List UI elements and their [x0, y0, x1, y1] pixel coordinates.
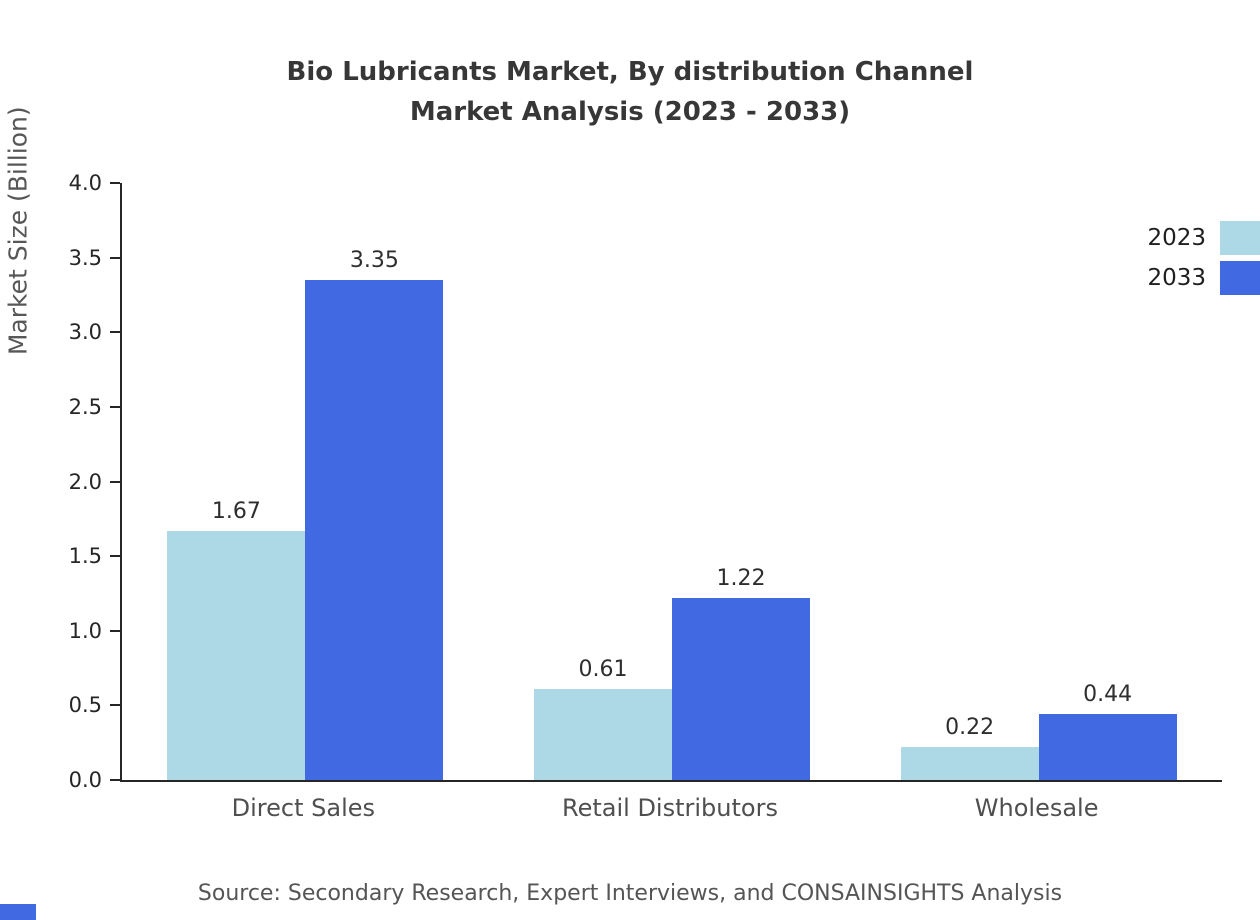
x-axis-category-label: Wholesale — [974, 794, 1099, 822]
bar-wrap: 0.44 — [1038, 183, 1177, 780]
bar-value-label: 0.44 — [1083, 682, 1133, 708]
y-tick-mark — [110, 629, 120, 632]
plot-area: 0.0 0.5 1.0 1.5 2.0 2.5 3.0 3.5 4.0 1.67 3.35 0.61… — [69, 171, 1222, 792]
bars-container: 1.67 3.35 0.61 1.22 0.22 0.44 — [122, 183, 1222, 780]
y-tick-mark — [110, 779, 120, 781]
y-axis-label: Market Size (Billion) — [3, 106, 33, 356]
y-tick-mark — [110, 480, 120, 483]
chart-title-line2: Market Analysis (2023 - 2033) — [409, 97, 851, 128]
bar-group: 0.61 1.22 — [533, 183, 810, 780]
bar-value-label: 1.67 — [211, 498, 261, 524]
chart-title: Bio Lubricants Market, By distribution C… — [0, 52, 1260, 133]
bar-wrap: 1.67 — [167, 183, 306, 780]
bar-wrap: 0.22 — [900, 183, 1039, 780]
x-axis-category-label: Retail Distributors — [562, 794, 778, 822]
bar-value-label: 1.22 — [716, 565, 766, 591]
bar-2033 — [1038, 714, 1177, 780]
y-tick-mark — [110, 256, 120, 259]
y-tick-label: 2.0 — [68, 469, 102, 494]
y-tick-mark — [110, 182, 120, 184]
y-tick-mark — [110, 331, 120, 334]
y-tick-label: 1.5 — [68, 544, 102, 569]
bar-value-label: 0.22 — [945, 715, 995, 741]
source-note: Source: Secondary Research, Expert Inter… — [197, 881, 1063, 906]
legend-swatch — [1220, 221, 1260, 255]
legend-item: 2023 — [1147, 218, 1260, 258]
x-axis-labels: Direct Sales Retail Distributors Wholesale — [120, 794, 1220, 822]
corner-accent-mark — [0, 904, 36, 920]
y-tick-label: 0.0 — [68, 768, 102, 792]
bar-2023 — [533, 688, 672, 780]
bar-group: 0.22 0.44 — [900, 183, 1177, 780]
bar-2023 — [167, 530, 306, 780]
bar-value-label: 0.61 — [578, 656, 628, 682]
legend-label: 2033 — [1147, 265, 1206, 291]
bar-2023 — [900, 747, 1039, 780]
legend-swatch — [1220, 261, 1260, 295]
y-tick-label: 1.0 — [68, 618, 102, 643]
legend-item: 2033 — [1147, 258, 1260, 298]
y-tick-label: 3.0 — [68, 320, 102, 345]
bar-group: 1.67 3.35 — [167, 183, 444, 780]
y-tick-mark — [110, 704, 120, 707]
legend-label: 2023 — [1147, 225, 1206, 251]
bar-value-label: 3.35 — [349, 248, 399, 274]
bar-wrap: 0.61 — [533, 183, 672, 780]
chart-title-line1: Bio Lubricants Market, By distribution C… — [286, 57, 974, 87]
y-tick-mark — [110, 405, 120, 408]
bar-wrap: 3.35 — [305, 183, 444, 780]
bar-2033 — [671, 597, 810, 780]
y-tick-label: 4.0 — [68, 171, 102, 195]
legend: 2023 2033 — [1147, 218, 1260, 298]
y-tick-label: 3.5 — [68, 245, 102, 270]
y-tick-label: 2.5 — [68, 394, 102, 419]
x-axis-category-label: Direct Sales — [231, 794, 376, 822]
y-tick-mark — [110, 555, 120, 558]
bar-wrap: 1.22 — [671, 183, 810, 780]
y-tick-label: 0.5 — [68, 693, 102, 718]
bar-2033 — [305, 280, 444, 780]
